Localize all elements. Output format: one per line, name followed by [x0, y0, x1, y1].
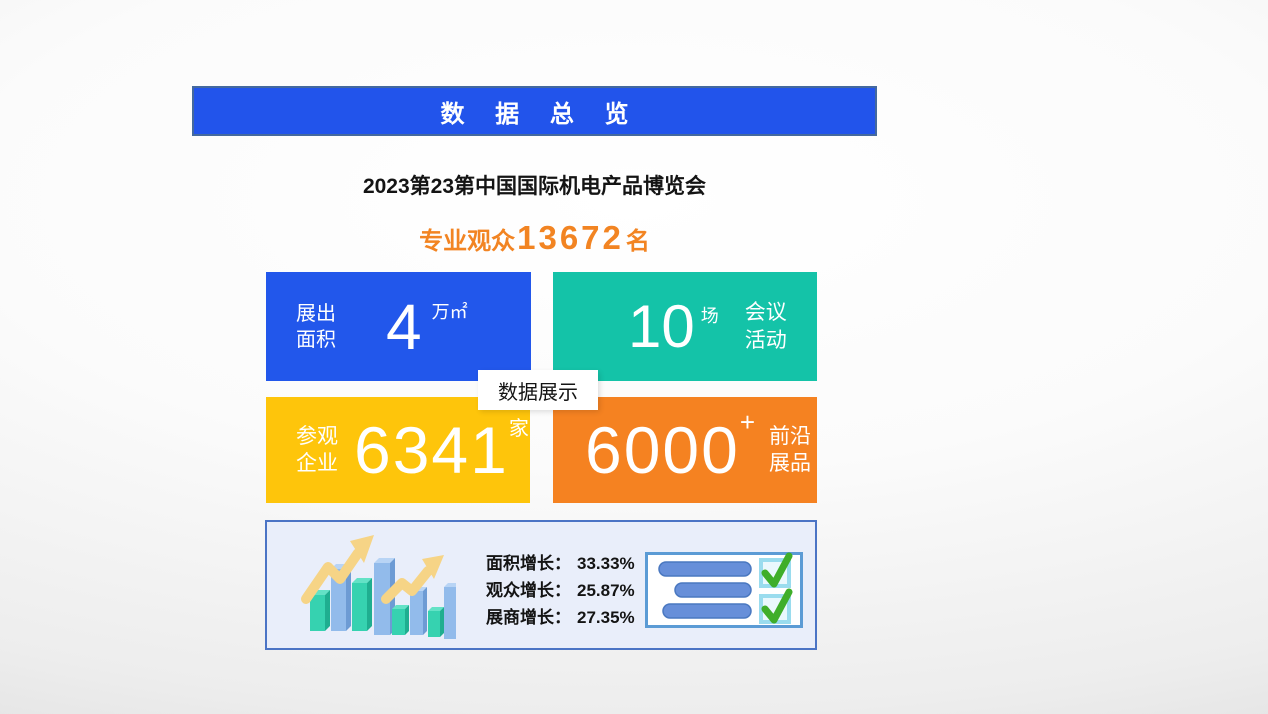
audience-suffix: 名: [625, 227, 650, 255]
stat-label: 参观 企业: [296, 423, 338, 478]
audience-count: 13672: [517, 219, 624, 256]
stat-label-line1: 展出: [296, 302, 336, 325]
stat-unit: +: [739, 407, 756, 437]
section-header-title: 数 据 总 览: [440, 100, 641, 128]
growth-row: 展商增长： 27.35%: [486, 604, 635, 631]
growth-arrow-icon: [301, 548, 433, 604]
stat-label-line1: 会议: [744, 301, 787, 325]
growth-arrow-heads: [350, 535, 444, 579]
stat-unit: 场: [700, 306, 719, 326]
growth-rows: 面积增长： 33.33% 观众增长： 25.87% 展商增长： 27.35%: [486, 550, 635, 631]
stat-card-exhibits: 6000 + 前沿 展品: [553, 397, 817, 503]
growth-label: 面积增长：: [486, 554, 571, 573]
growth-row: 面积增长： 33.33%: [486, 550, 635, 577]
stat-value: 6000: [585, 413, 740, 487]
stat-label-line2: 企业: [296, 452, 338, 475]
stat-label: 前沿 展品: [769, 423, 811, 478]
growth-row: 观众增长： 25.87%: [486, 577, 635, 604]
growth-value: 33.33%: [577, 554, 635, 573]
event-title: 2023第23第中国国际机电产品博览会: [362, 175, 707, 198]
growth-value: 27.35%: [577, 608, 635, 627]
stat-label: 展出 面积: [296, 301, 336, 353]
stat-label-line2: 展品: [769, 452, 812, 475]
stat-card-area: 展出 面积 4 万㎡: [266, 272, 531, 381]
stat-label: 会议 活动: [745, 299, 787, 354]
audience-prefix: 专业观众: [419, 227, 516, 255]
growth-label: 观众增长：: [486, 581, 571, 600]
stat-label-line1: 参观: [296, 424, 338, 448]
stat-label-line2: 活动: [744, 328, 787, 352]
bar-chart-growth-icon: [301, 535, 456, 639]
stat-value: 4: [386, 290, 422, 363]
audience-line: 专业观众 13672 名: [192, 218, 877, 258]
stat-card-meetings: 10 场 会议 活动: [553, 272, 817, 381]
section-header-banner: 数 据 总 览: [192, 86, 877, 136]
checklist-icon: [645, 552, 803, 628]
growth-value: 25.87%: [577, 581, 635, 600]
stat-unit: 万㎡: [431, 302, 468, 322]
stat-card-companies: 参观 企业 6341 家: [266, 397, 530, 503]
stat-unit: 家: [508, 418, 529, 440]
growth-label: 展商增长：: [486, 608, 571, 627]
stat-value: 10: [628, 292, 695, 360]
checklist-bars: [658, 561, 752, 619]
checkbox-icons: [759, 552, 793, 624]
stat-label-line2: 面积: [296, 328, 336, 351]
data-display-label: 数据展示: [478, 370, 598, 410]
stat-label-line1: 前沿: [769, 424, 812, 448]
stat-value: 6341: [354, 413, 509, 487]
